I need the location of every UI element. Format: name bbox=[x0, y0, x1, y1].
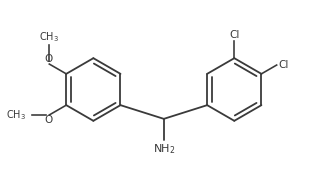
Text: O: O bbox=[44, 54, 52, 64]
Text: NH$_2$: NH$_2$ bbox=[153, 142, 175, 156]
Text: CH$_3$: CH$_3$ bbox=[39, 30, 59, 44]
Text: CH$_3$: CH$_3$ bbox=[6, 108, 26, 122]
Text: O: O bbox=[44, 115, 52, 125]
Text: Cl: Cl bbox=[229, 30, 240, 40]
Text: Cl: Cl bbox=[279, 60, 289, 70]
